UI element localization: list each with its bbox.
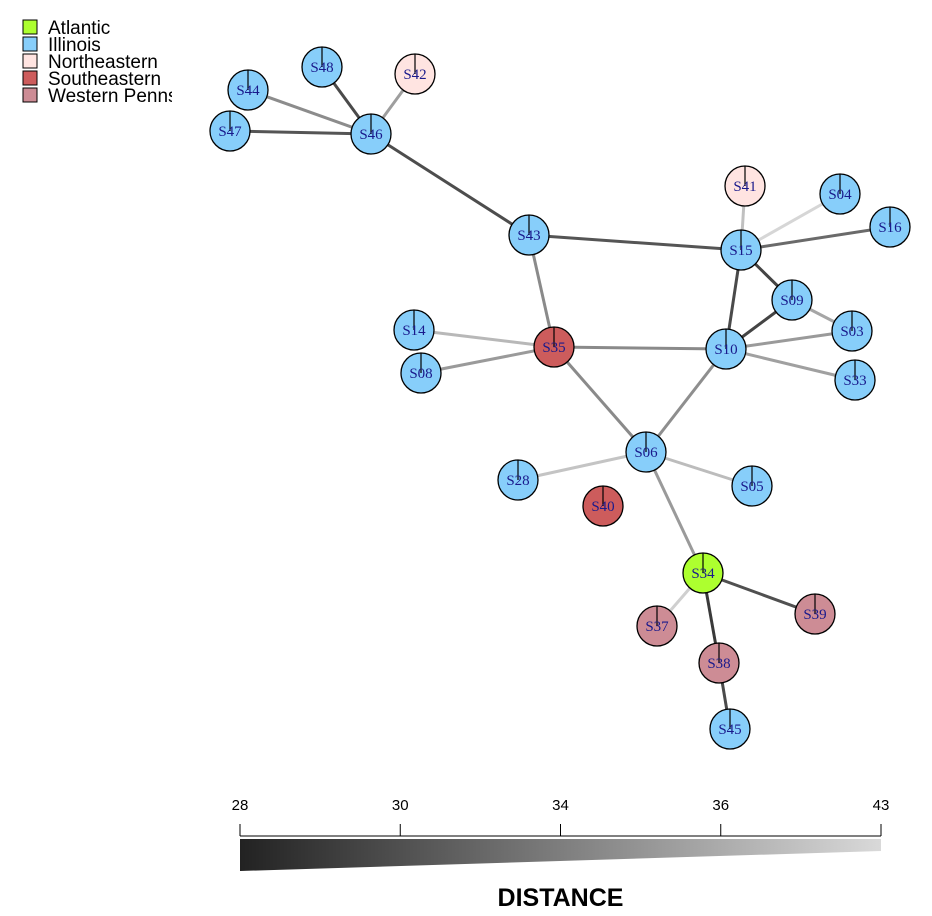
node-label: S05 bbox=[740, 479, 763, 495]
node-s38[interactable]: S38 bbox=[698, 642, 740, 684]
node-s04[interactable]: S04 bbox=[819, 173, 861, 215]
node-label: S15 bbox=[729, 243, 752, 259]
node-label: S47 bbox=[218, 124, 242, 140]
edge-s08-s35 bbox=[420, 345, 555, 375]
node-s39[interactable]: S39 bbox=[794, 593, 836, 635]
edge-s14-s35 bbox=[413, 328, 555, 349]
node-label: S16 bbox=[878, 220, 902, 236]
legend-label-atlantic: Atlantic bbox=[48, 18, 110, 39]
node-s06[interactable]: S06 bbox=[625, 431, 667, 473]
edge-s10-s06 bbox=[644, 348, 728, 453]
distance-scale: 28 30 34 36 43 DISTANCE bbox=[232, 797, 890, 912]
legend-label-northeastern: Northeastern bbox=[48, 52, 158, 73]
node-label: S44 bbox=[236, 83, 260, 99]
edge-s06-s34 bbox=[644, 451, 705, 574]
node-label: S40 bbox=[591, 499, 614, 515]
legend-label-southeastern: Southeastern bbox=[48, 69, 161, 90]
node-label: S42 bbox=[403, 67, 426, 83]
edge-s10-s33 bbox=[725, 347, 856, 382]
legend-label-western-pennsylvania: Western Pennsylvania bbox=[48, 86, 237, 107]
node-label: S08 bbox=[409, 366, 432, 382]
node-layer: S48 S42 S44 S47 S46 S41 S04 S16 S43 S15 S09 S03 S14 S… bbox=[209, 46, 911, 750]
node-label: S14 bbox=[402, 323, 426, 339]
edge-s16-s15 bbox=[740, 225, 891, 252]
node-label: S46 bbox=[359, 127, 383, 143]
edge-s44-s46 bbox=[247, 88, 372, 136]
edge-layer bbox=[229, 66, 891, 730]
node-s10[interactable]: S10 bbox=[705, 328, 747, 370]
node-label: S06 bbox=[634, 445, 658, 461]
node-s41[interactable]: S41 bbox=[724, 165, 766, 207]
node-label: S34 bbox=[691, 566, 715, 582]
node-s16[interactable]: S16 bbox=[869, 206, 911, 248]
distance-gradient-wedge bbox=[240, 839, 881, 871]
node-s40[interactable]: S40 bbox=[582, 485, 624, 527]
node-label: S45 bbox=[718, 722, 741, 738]
node-s33[interactable]: S33 bbox=[834, 359, 876, 401]
legend-label-illinois: Illinois bbox=[48, 35, 101, 56]
scale-tick-label: 34 bbox=[552, 797, 569, 814]
node-label: S43 bbox=[517, 228, 540, 244]
node-label: S10 bbox=[714, 342, 737, 358]
edge-s35-s06 bbox=[552, 346, 648, 453]
node-label: S33 bbox=[843, 373, 866, 389]
scale-tick-label: 36 bbox=[712, 797, 729, 814]
node-label: S39 bbox=[803, 607, 826, 623]
scale-tick-label: 28 bbox=[232, 797, 249, 814]
legend-swatch-southeastern bbox=[22, 70, 38, 86]
node-label: S09 bbox=[780, 293, 803, 309]
edge-s47-s46 bbox=[229, 129, 372, 136]
legend-swatch-illinois bbox=[22, 36, 38, 52]
node-label: S28 bbox=[506, 473, 529, 489]
scale-tick-label: 43 bbox=[873, 797, 890, 814]
node-label: S48 bbox=[310, 60, 333, 76]
node-label: S37 bbox=[645, 619, 669, 635]
node-s46[interactable]: S46 bbox=[350, 113, 392, 155]
legend-swatch-atlantic bbox=[22, 19, 38, 35]
node-s43[interactable]: S43 bbox=[508, 214, 550, 256]
edge-s46-s43 bbox=[370, 132, 530, 237]
node-s48[interactable]: S48 bbox=[301, 46, 343, 88]
scale-title: DISTANCE bbox=[498, 884, 624, 912]
node-s47[interactable]: S47 bbox=[209, 110, 251, 152]
node-s35[interactable]: S35 bbox=[533, 326, 575, 368]
legend-swatch-northeastern bbox=[22, 53, 38, 69]
edge-s35-s10 bbox=[553, 345, 727, 351]
edge-s10-s03 bbox=[725, 329, 853, 351]
node-s28[interactable]: S28 bbox=[497, 459, 539, 501]
node-label: S41 bbox=[733, 179, 756, 195]
node-s14[interactable]: S14 bbox=[393, 309, 435, 351]
node-label: S38 bbox=[707, 656, 730, 672]
edge-s43-s15 bbox=[528, 233, 742, 252]
node-s37[interactable]: S37 bbox=[636, 605, 678, 647]
node-s15[interactable]: S15 bbox=[720, 229, 762, 271]
node-s42[interactable]: S42 bbox=[394, 53, 436, 95]
node-s05[interactable]: S05 bbox=[731, 465, 773, 507]
node-label: S03 bbox=[840, 324, 863, 340]
node-s08[interactable]: S08 bbox=[400, 352, 442, 394]
scale-tick-label: 30 bbox=[392, 797, 409, 814]
node-s09[interactable]: S09 bbox=[771, 279, 813, 321]
legend: Atlantic Illinois Northeastern Southeast… bbox=[22, 18, 237, 107]
node-label: S35 bbox=[542, 340, 565, 356]
legend-swatch-western-pennsylvania bbox=[22, 87, 38, 103]
node-s34[interactable]: S34 bbox=[682, 552, 724, 594]
node-s44[interactable]: S44 bbox=[227, 69, 269, 111]
node-label: S04 bbox=[828, 187, 852, 203]
edge-s28-s06 bbox=[517, 450, 647, 482]
node-s03[interactable]: S03 bbox=[831, 310, 873, 352]
node-s45[interactable]: S45 bbox=[709, 708, 751, 750]
